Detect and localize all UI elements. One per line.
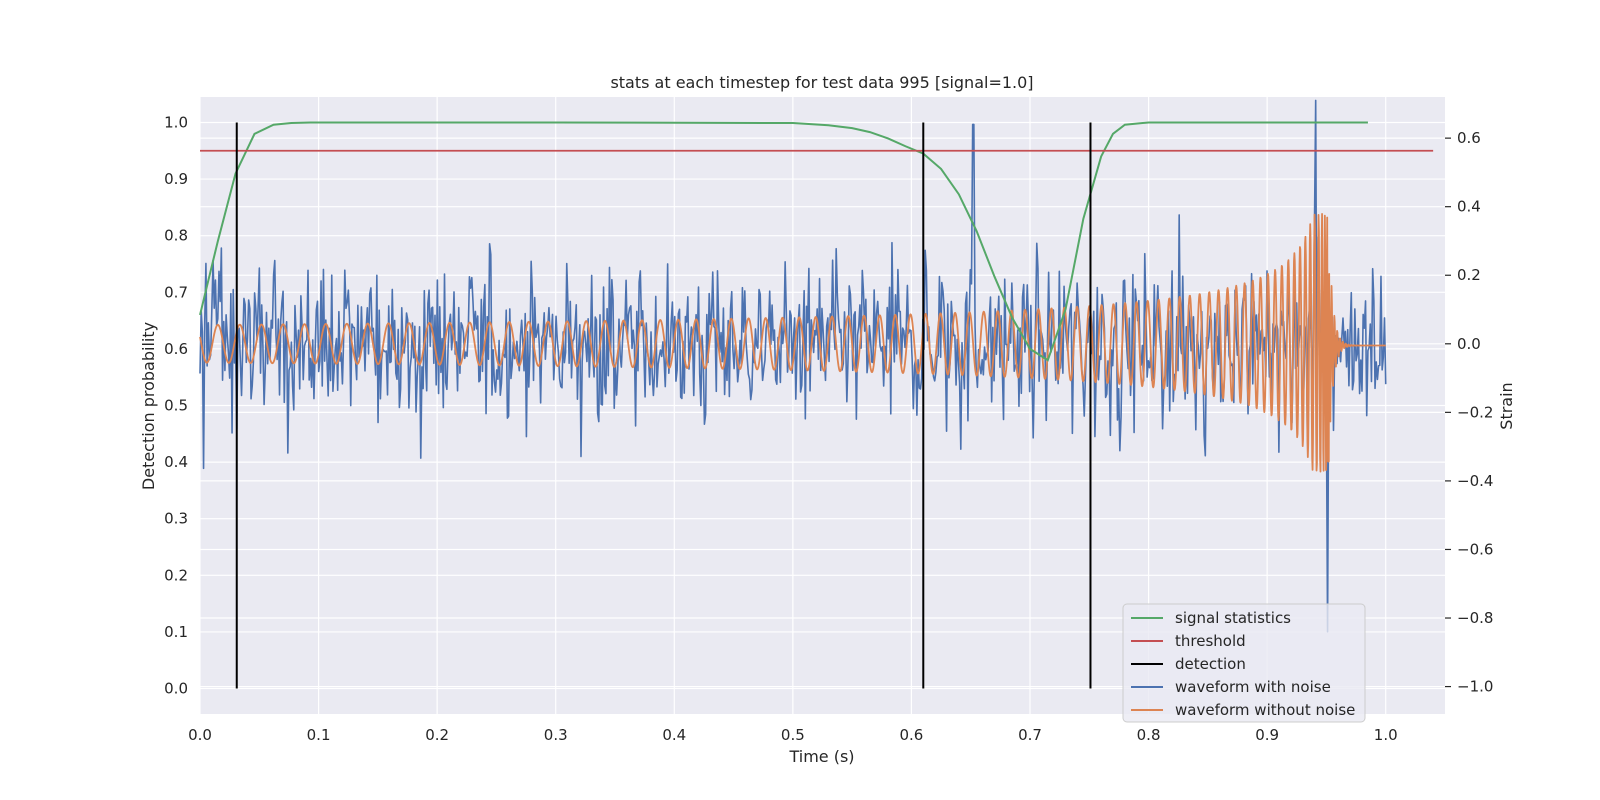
x-tick-label: 0.5 <box>781 726 805 744</box>
right-y-tick-label: 0.6 <box>1457 129 1481 147</box>
left-y-tick-label: 0.1 <box>164 623 188 641</box>
x-tick-label: 0.8 <box>1137 726 1161 744</box>
legend-label: waveform with noise <box>1175 678 1331 696</box>
left-y-tick-label: 0.4 <box>164 453 188 471</box>
left-y-axis-label: Detection probability <box>139 322 158 490</box>
left-y-tick-label: 0.8 <box>164 227 188 245</box>
legend-label: threshold <box>1175 632 1246 650</box>
legend-label: signal statistics <box>1175 609 1291 627</box>
x-tick-label: 0.7 <box>1018 726 1042 744</box>
right-y-tick-label: −0.6 <box>1457 540 1493 558</box>
left-y-tick-label: 0.7 <box>164 283 188 301</box>
right-y-tick-label: −0.2 <box>1457 403 1493 421</box>
x-axis-label: Time (s) <box>788 747 854 766</box>
left-y-tick-label: 0.9 <box>164 170 188 188</box>
grid-lines <box>199 97 1445 714</box>
x-tick-label: 0.3 <box>544 726 568 744</box>
legend-box <box>1122 603 1366 723</box>
waveform-without-noise-line <box>199 212 1387 473</box>
waveform-with-noise-line <box>199 99 1387 633</box>
left-y-tick-label: 0.2 <box>164 566 188 584</box>
left-y-tick-label: 0.0 <box>164 680 188 698</box>
legend-entries: signal statistics threshold detection wavef… <box>1131 609 1355 719</box>
left-y-tick-label: 0.6 <box>164 340 188 358</box>
left-y-tick-label: 0.5 <box>164 397 188 415</box>
legend-label: waveform without noise <box>1175 701 1355 719</box>
x-tick-label: 0.9 <box>1255 726 1279 744</box>
signal-statistics-line <box>199 121 1368 362</box>
x-tick-label: 0.0 <box>188 726 212 744</box>
x-tick-label: 0.1 <box>307 726 331 744</box>
tick-labels: 0.0 0.1 0.2 0.3 0.4 0.5 0.6 0.7 0.8 0.9 1.0 0.0 0.1 0… <box>164 113 1493 744</box>
x-tick-label: 0.6 <box>899 726 923 744</box>
x-tick-label: 1.0 <box>1374 726 1398 744</box>
right-y-tick-label: −0.4 <box>1457 472 1493 490</box>
right-y-tick-label: 0.0 <box>1457 335 1481 353</box>
legend: signal statistics threshold detection wavef… <box>1122 603 1366 723</box>
right-y-tick-label: −1.0 <box>1457 678 1493 696</box>
chart-title: stats at each timestep for test data 995… <box>610 73 1033 92</box>
right-y-axis-label: Strain <box>1497 382 1516 429</box>
legend-label: detection <box>1175 655 1246 673</box>
left-y-tick-label: 1.0 <box>164 113 188 131</box>
right-y-tick-label: 0.2 <box>1457 266 1481 284</box>
x-tick-label: 0.2 <box>425 726 449 744</box>
left-y-tick-label: 0.3 <box>164 510 188 528</box>
right-y-tick-label: −0.8 <box>1457 609 1493 627</box>
x-tick-label: 0.4 <box>662 726 686 744</box>
right-y-tick-label: 0.4 <box>1457 198 1481 216</box>
series-layer <box>199 99 1434 689</box>
